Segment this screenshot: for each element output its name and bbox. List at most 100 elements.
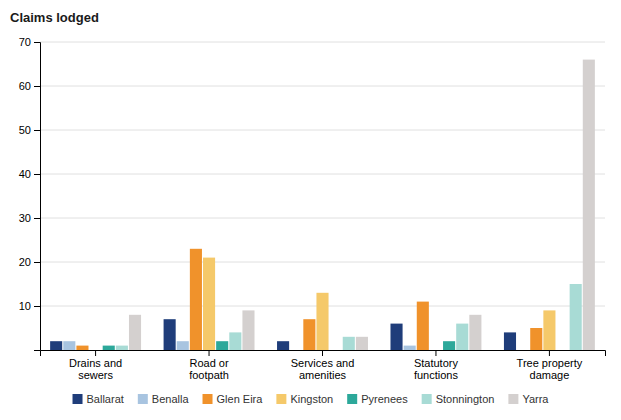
legend-label: Glen Eira: [217, 393, 264, 405]
grid-line: [40, 262, 605, 263]
plot: 10203040506070Drains andsewersRoad orfoo…: [19, 36, 606, 381]
x-tick-label-line: Road or: [189, 357, 228, 369]
bar: [330, 350, 342, 351]
legend-item: Yarra: [508, 393, 549, 405]
y-tick: 50: [19, 124, 40, 136]
bar: [229, 332, 241, 350]
bar: [190, 249, 202, 350]
x-tick: Statutoryfunctions: [414, 350, 459, 381]
legend-swatch: [347, 394, 357, 404]
grid-line: [40, 42, 605, 43]
legend-item: Stonnington: [422, 393, 495, 405]
legend: Ballarat Benalla Glen Eira Kingston Pyrenees…: [73, 393, 550, 405]
x-axis: Drains andsewers Road orfootpath Services …: [41, 350, 606, 381]
bar: [456, 324, 468, 350]
x-tick: Road orfootpath: [189, 350, 229, 381]
legend-label: Yarra: [522, 393, 549, 405]
bar: [504, 332, 516, 350]
legend-label: Kingston: [290, 393, 333, 405]
y-tick-mark: [34, 306, 40, 307]
x-tick: Tree propertydamage: [517, 350, 583, 381]
bar: [116, 346, 128, 350]
grid-line: [40, 218, 605, 219]
grid-line: [40, 130, 605, 131]
bar: [90, 350, 102, 351]
legend-item: Glen Eira: [203, 393, 264, 405]
bar: [517, 350, 529, 351]
bar: [343, 337, 355, 350]
legend-label: Ballarat: [87, 393, 124, 405]
bar: [469, 315, 481, 350]
x-tick-label: Statutoryfunctions: [414, 357, 459, 382]
bar: [164, 319, 176, 350]
x-tick-label-line: footpath: [189, 369, 229, 381]
legend-swatch: [138, 394, 148, 404]
grid: [40, 42, 605, 306]
legend-swatch: [203, 394, 213, 404]
bar: [303, 319, 315, 350]
x-tick-label: Tree propertydamage: [517, 357, 583, 382]
chart-svg: 10203040506070Drains andsewersRoad orfoo…: [0, 0, 621, 420]
x-tick-label: Services andamenities: [291, 357, 355, 382]
y-tick: 20: [19, 256, 40, 268]
y-tick-label: 60: [19, 80, 31, 92]
x-tick-label-line: sewers: [78, 369, 113, 381]
bars: [50, 60, 595, 350]
y-tick-label: 40: [19, 168, 31, 180]
y-tick-label: 70: [19, 36, 31, 48]
bar: [216, 341, 228, 350]
bar: [543, 310, 555, 350]
x-tick: Services andamenities: [291, 350, 355, 381]
legend-swatch: [508, 394, 518, 404]
bar: [50, 341, 62, 350]
bar: [583, 60, 595, 350]
y-tick: 10: [19, 300, 40, 312]
bar: [277, 341, 289, 350]
y-tick-label: 20: [19, 256, 31, 268]
legend-label: Pyrenees: [361, 393, 408, 405]
bar: [430, 350, 442, 351]
y-tick-mark: [34, 86, 40, 87]
x-tick-label: Road orfootpath: [189, 357, 229, 382]
bar: [242, 310, 254, 350]
bar: [570, 284, 582, 350]
legend-label: Stonnington: [436, 393, 495, 405]
legend-swatch: [73, 394, 83, 404]
x-tick-label-line: functions: [414, 369, 459, 381]
bar: [443, 341, 455, 350]
y-tick: 60: [19, 80, 40, 92]
grid-line: [40, 174, 605, 175]
legend-item: Ballarat: [73, 393, 124, 405]
legend-swatch: [422, 394, 432, 404]
x-tick-mark: [549, 350, 550, 356]
bar: [530, 328, 542, 350]
bar: [63, 341, 75, 350]
bar: [103, 346, 115, 350]
bar: [76, 346, 88, 350]
bar: [203, 258, 215, 350]
x-tick-mark: [95, 350, 96, 356]
bar: [390, 324, 402, 350]
y-tick-label: 50: [19, 124, 31, 136]
bar: [290, 350, 302, 351]
bar: [356, 337, 368, 350]
y-tick-mark: [34, 130, 40, 131]
bar-series: [76, 249, 542, 350]
x-tick-mark: [435, 350, 436, 356]
x-tick-label: Drains andsewers: [69, 357, 122, 382]
x-tick: Drains andsewers: [69, 350, 122, 381]
y-tick-mark: [34, 42, 40, 43]
bar: [417, 302, 429, 350]
x-tick-label-line: Drains and: [69, 357, 122, 369]
legend-item: Pyrenees: [347, 393, 408, 405]
x-tick-mark: [322, 350, 323, 356]
bar: [177, 341, 189, 350]
bar: [404, 346, 416, 350]
legend-item: Benalla: [138, 393, 190, 405]
x-tick-label-line: Tree property: [517, 357, 583, 369]
y-axis-line: [34, 43, 41, 351]
x-tick-label-line: Statutory: [414, 357, 459, 369]
bar-series: [116, 284, 582, 350]
bar: [557, 350, 569, 351]
y-axis: 10203040506070: [19, 36, 41, 350]
